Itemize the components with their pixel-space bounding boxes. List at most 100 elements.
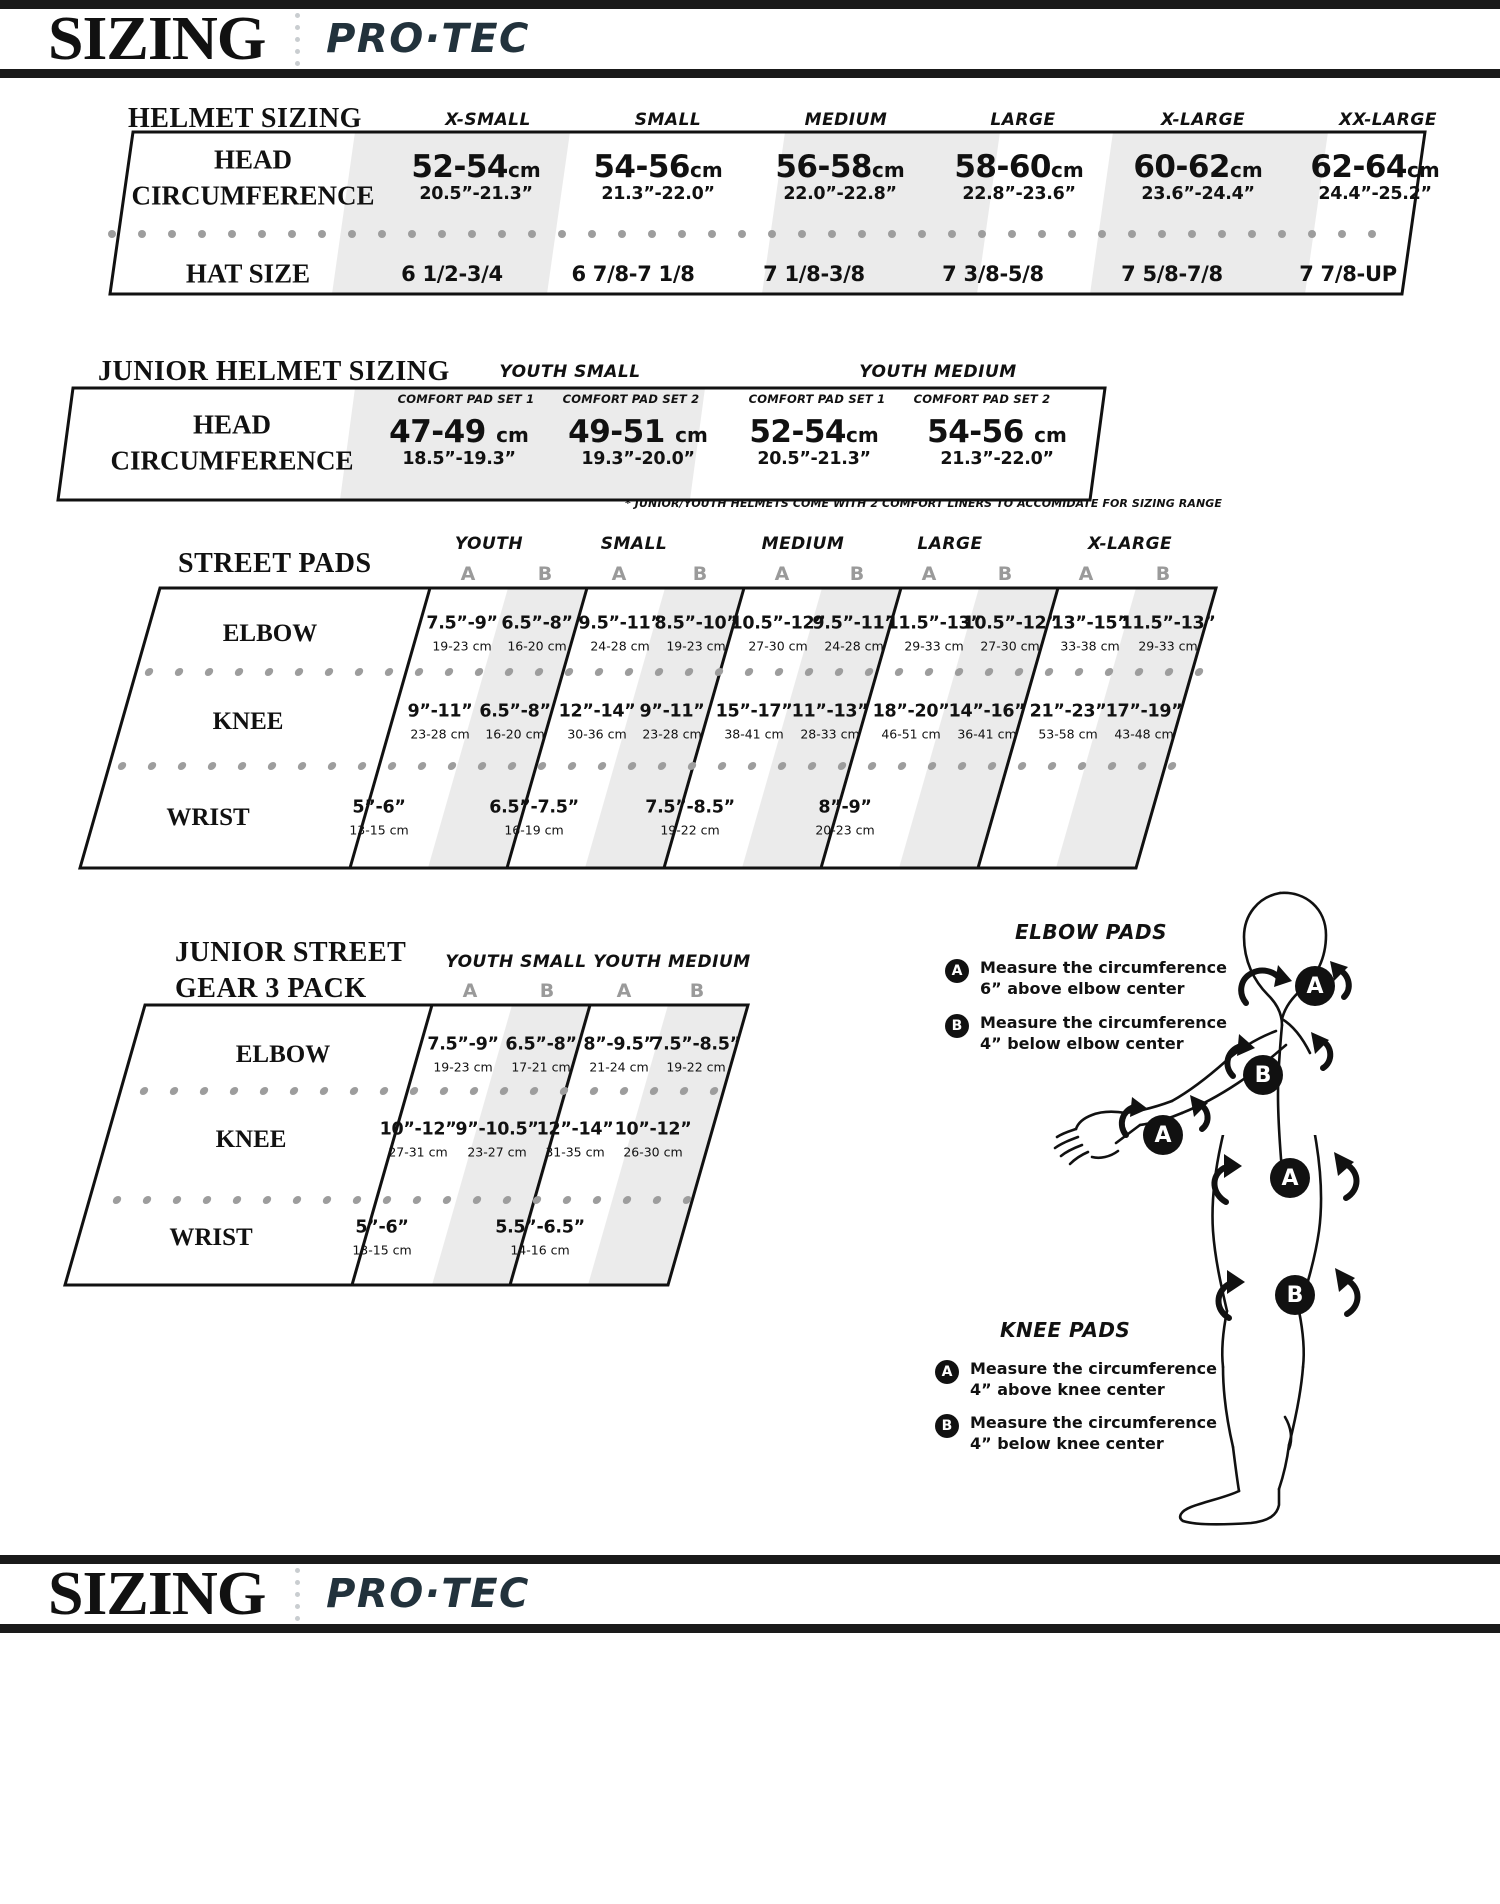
street-pads-knee-medium-a: 15”-17” 38-41 cm bbox=[715, 701, 793, 742]
street-pads-wrist-youth: 5”-6” 13-15 cm bbox=[349, 797, 409, 838]
helmet-sizing-table bbox=[0, 130, 1500, 296]
street-pads-ab-8: A bbox=[1078, 563, 1094, 585]
street-pads-title: STREET PADS bbox=[178, 548, 372, 579]
street-pads-group-small: SMALL bbox=[600, 534, 668, 554]
street-pads-ab-9: B bbox=[1155, 563, 1171, 585]
helmet-hat-xxlarge: 7 7/8-UP bbox=[1299, 262, 1397, 286]
junior-gear-elbow-ys-b: 6.5”-8” 17-21 cm bbox=[505, 1034, 577, 1075]
junior-gear-ab-2: A bbox=[616, 980, 632, 1002]
helmet-cell-small: 54-56cm 21.3”-22.0” bbox=[593, 148, 723, 204]
junior-padset-2b: COMFORT PAD SET 2 bbox=[913, 392, 1051, 406]
street-pads-ab-1: B bbox=[537, 563, 553, 585]
leg-badge-b: B bbox=[1275, 1275, 1315, 1315]
helmet-row-label-hat-size: HAT SIZE bbox=[185, 258, 311, 289]
dot-divider-icon bbox=[295, 12, 301, 66]
street-pads-row-label-knee: KNEE bbox=[212, 708, 284, 735]
junior-gear-elbow-ym-a: 8”-9.5” 21-24 cm bbox=[583, 1034, 655, 1075]
street-pads-elbow-medium-b: 9.5”-11” 24-28 cm bbox=[812, 613, 896, 654]
street-pads-knee-small-b: 9”-11” 23-28 cm bbox=[639, 701, 705, 742]
street-pads-knee-small-a: 12”-14” 30-36 cm bbox=[558, 701, 636, 742]
arm-badge-b: B bbox=[1243, 1055, 1283, 1095]
junior-gear-knee-ym-b: 10”-12” 26-30 cm bbox=[614, 1119, 692, 1160]
elbow-arrow-a-icon bbox=[1238, 961, 1352, 1006]
street-pads-table bbox=[0, 586, 1250, 870]
junior-gear-group-youth-small: YOUTH SMALL bbox=[445, 952, 587, 972]
street-pads-ab-5: B bbox=[849, 563, 865, 585]
dot-divider-icon bbox=[295, 1567, 301, 1621]
helmet-hat-small: 6 7/8-7 1/8 bbox=[571, 262, 695, 286]
street-pads-elbow-small-a: 9.5”-11” 24-28 cm bbox=[578, 613, 662, 654]
knee-guide-item-b: B Measure the circumference 4” below kne… bbox=[935, 1412, 1235, 1454]
street-pads-elbow-medium-a: 10.5”-12” 27-30 cm bbox=[730, 613, 826, 654]
junior-helmet-cell-ys-set2: 49-51 cm 19.3”-20.0” bbox=[568, 413, 708, 469]
forearm-badge-a: A bbox=[1143, 1115, 1183, 1155]
street-pads-row-label-wrist: WRIST bbox=[166, 804, 250, 831]
street-pads-divider-dots-1 bbox=[143, 668, 1256, 676]
street-pads-ab-4: A bbox=[774, 563, 790, 585]
junior-gear-knee-ys-b: 9”-10.5” 23-27 cm bbox=[455, 1119, 539, 1160]
helmet-col-large: LARGE bbox=[990, 110, 1056, 130]
street-pads-ab-7: B bbox=[997, 563, 1013, 585]
junior-gear-knee-ys-a: 10”-12” 27-31 cm bbox=[379, 1119, 457, 1160]
helmet-row-divider-dots bbox=[108, 230, 1398, 238]
street-pads-elbow-youth-b: 6.5”-8” 16-20 cm bbox=[501, 613, 573, 654]
knee-guide-item-a: A Measure the circumference 4” above kne… bbox=[935, 1358, 1235, 1400]
street-pads-knee-youth-a: 9”-11” 23-28 cm bbox=[407, 701, 473, 742]
junior-gear-divider-dots-2 bbox=[111, 1196, 734, 1204]
brand-logo: PRO·TEC bbox=[326, 16, 530, 62]
junior-helmet-group-youth-medium: YOUTH MEDIUM bbox=[859, 362, 1017, 382]
helmet-cell-xlarge: 60-62cm 23.6”-24.4” bbox=[1133, 148, 1263, 204]
junior-helmet-row-label: HEAD CIRCUMFERENCE bbox=[110, 409, 354, 476]
knee-arrow-b-icon bbox=[1215, 1268, 1361, 1321]
footer-logo-group: SIZING PRO·TEC bbox=[0, 1563, 530, 1625]
helmet-col-xxlarge: XX-LARGE bbox=[1339, 110, 1437, 130]
junior-gear-elbow-ys-a: 7.5”-9” 19-23 cm bbox=[427, 1034, 499, 1075]
elbow-guide-item-b: B Measure the circumference 4” below elb… bbox=[945, 1012, 1235, 1054]
helmet-hat-medium: 7 1/8-3/8 bbox=[763, 262, 865, 286]
helmet-hat-large: 7 3/8-5/8 bbox=[942, 262, 1044, 286]
street-pads-group-large: LARGE bbox=[917, 534, 983, 554]
junior-gear-ab-1: B bbox=[539, 980, 555, 1002]
junior-gear-ab-0: A bbox=[462, 980, 478, 1002]
junior-gear-row-label-elbow: ELBOW bbox=[235, 1041, 331, 1068]
junior-padset-1b: COMFORT PAD SET 1 bbox=[748, 392, 886, 406]
street-pads-elbow-xlarge-b: 11.5”-13” 29-33 cm bbox=[1120, 613, 1216, 654]
junior-street-gear-table bbox=[0, 1003, 800, 1287]
junior-helmet-cell-ym-set1: 52-54cm 20.5”-21.3” bbox=[749, 413, 879, 469]
street-pads-group-youth: YOUTH bbox=[454, 534, 524, 554]
street-pads-ab-6: A bbox=[921, 563, 937, 585]
junior-gear-wrist-ym: 5.5”-6.5” 14-16 cm bbox=[495, 1217, 585, 1258]
junior-helmet-footnote: * JUNIOR/YOUTH HELMETS COME WITH 2 COMFO… bbox=[625, 497, 1223, 510]
street-pads-ab-0: A bbox=[460, 563, 476, 585]
street-pads-knee-xlarge-a: 21”-23” 53-58 cm bbox=[1029, 701, 1107, 742]
junior-padset-1a: COMFORT PAD SET 1 bbox=[397, 392, 535, 406]
helmet-hat-xlarge: 7 5/8-7/8 bbox=[1121, 262, 1223, 286]
street-pads-elbow-large-b: 10.5”-12” 27-30 cm bbox=[962, 613, 1058, 654]
junior-gear-elbow-ym-b: 7.5”-8.5” 19-22 cm bbox=[651, 1034, 741, 1075]
elbow-pads-guide-title: ELBOW PADS bbox=[1015, 920, 1167, 944]
street-pads-knee-large-b: 14”-16” 36-41 cm bbox=[948, 701, 1026, 742]
street-pads-divider-dots-2 bbox=[116, 762, 1229, 770]
elbow-arrow-b-icon bbox=[1224, 1032, 1334, 1079]
street-pads-wrist-small: 6.5”-7.5” 16-19 cm bbox=[489, 797, 579, 838]
helmet-col-xlarge: X-LARGE bbox=[1160, 110, 1246, 130]
street-pads-group-medium: MEDIUM bbox=[761, 534, 845, 554]
forearm-arrow-a-icon bbox=[1118, 1095, 1211, 1138]
header-logo-group: SIZING PRO·TEC bbox=[0, 8, 530, 70]
leg-badge-a: A bbox=[1270, 1158, 1310, 1198]
junior-street-gear-title: JUNIOR STREET GEAR 3 PACK bbox=[175, 937, 407, 1005]
junior-helmet-cell-ym-set2: 54-56 cm 21.3”-22.0” bbox=[927, 413, 1067, 469]
knee-arrow-a-icon bbox=[1211, 1152, 1360, 1205]
junior-gear-row-label-knee: KNEE bbox=[215, 1126, 287, 1153]
badge-b-icon: B bbox=[935, 1414, 959, 1438]
street-pads-wrist-medium: 7.5”-8.5” 19-22 cm bbox=[645, 797, 735, 838]
junior-gear-divider-dots-1 bbox=[138, 1087, 761, 1095]
junior-gear-row-label-wrist: WRIST bbox=[169, 1224, 253, 1251]
street-pads-knee-xlarge-b: 17”-19” 43-48 cm bbox=[1105, 701, 1183, 742]
street-pads-ab-2: A bbox=[611, 563, 627, 585]
footer-banner: SIZING PRO·TEC bbox=[0, 1555, 1500, 1633]
street-pads-elbow-large-a: 11.5”-13” 29-33 cm bbox=[886, 613, 982, 654]
junior-helmet-group-youth-small: YOUTH SMALL bbox=[499, 362, 641, 382]
street-pads-wrist-large: 8”-9” 20-23 cm bbox=[815, 797, 875, 838]
